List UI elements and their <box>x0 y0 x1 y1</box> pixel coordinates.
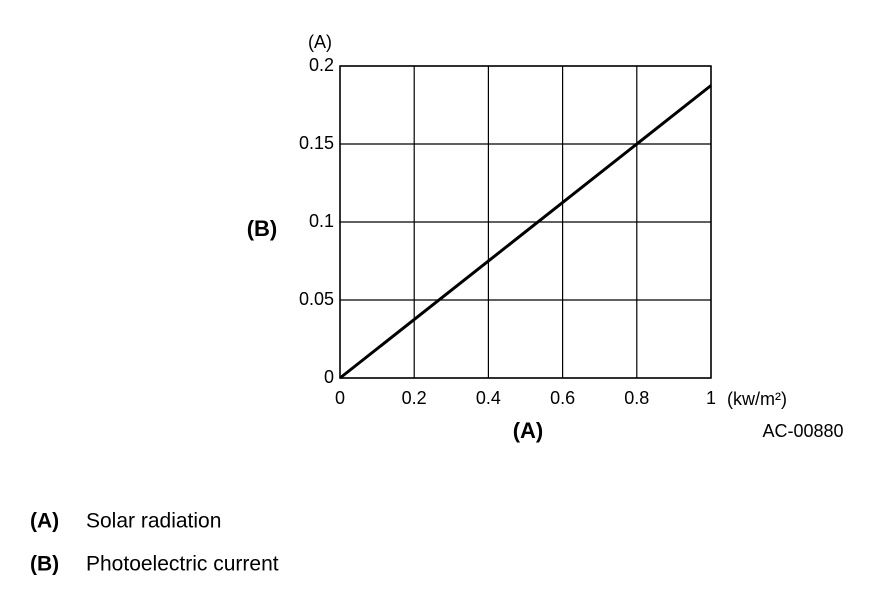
x-axis-label: (A) <box>513 418 544 443</box>
x-tick-label: 0.8 <box>624 388 649 408</box>
y-tick-label: 0.1 <box>309 211 334 231</box>
y-axis-label: (B) <box>247 216 278 241</box>
x-tick-label: 0.6 <box>550 388 575 408</box>
data-line <box>339 84 712 380</box>
plot-border <box>339 65 712 379</box>
y-tick-label: 0.05 <box>299 289 334 309</box>
x-tick-label: 1 <box>706 388 716 408</box>
x-tick-label: 0 <box>335 388 345 408</box>
legend-text: Photoelectric current <box>86 553 279 576</box>
x-tick-label: 0.2 <box>402 388 427 408</box>
figure-code: AC-00880 <box>762 421 843 441</box>
legend-text: Solar radiation <box>86 510 221 533</box>
legend-key: (A) <box>30 510 59 533</box>
y-tick-label: 0 <box>324 367 334 387</box>
x-unit: (kw/m²) <box>727 389 787 409</box>
y-tick-label: 0.15 <box>299 133 334 153</box>
legend-key: (B) <box>30 553 59 576</box>
y-tick-label: 0.2 <box>309 55 334 75</box>
x-tick-label: 0.4 <box>476 388 501 408</box>
y-unit: (A) <box>308 32 332 52</box>
